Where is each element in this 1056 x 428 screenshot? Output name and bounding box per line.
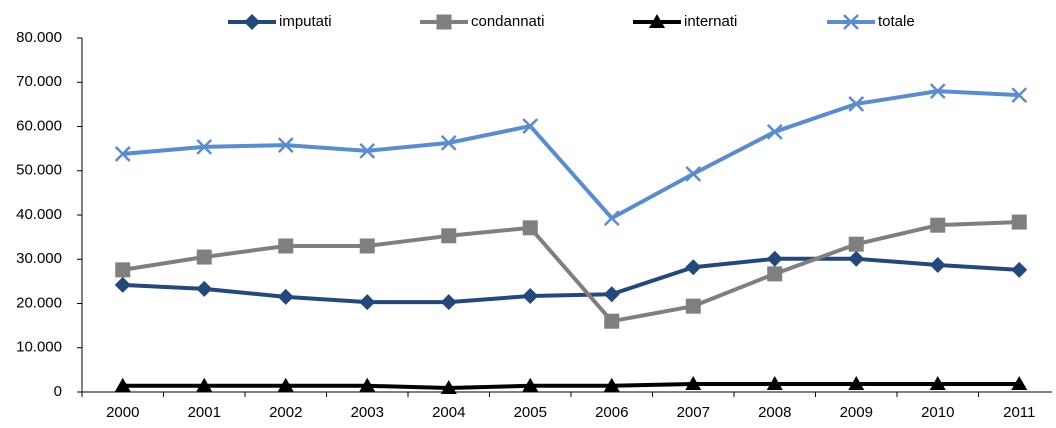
- data-point: [196, 280, 213, 297]
- data-point: [196, 377, 213, 392]
- x-tick-label: 2005: [514, 404, 547, 421]
- data-point: [359, 377, 376, 392]
- y-tick-label: 0: [54, 383, 62, 400]
- data-point: [441, 228, 457, 244]
- data-point: [277, 377, 294, 392]
- data-point: [766, 123, 783, 140]
- data-point: [929, 376, 946, 391]
- data-point: [685, 298, 701, 314]
- data-point: [440, 380, 457, 395]
- data-point: [848, 96, 865, 112]
- y-tick-label: 70.000: [16, 73, 62, 90]
- y-tick-label: 80.000: [16, 29, 62, 46]
- data-point: [115, 262, 131, 278]
- series-line: [122, 382, 1020, 391]
- y-tick-label: 30.000: [16, 250, 62, 267]
- x-tick-label: 2002: [269, 404, 302, 421]
- data-point: [440, 134, 457, 151]
- data-point: [604, 313, 620, 329]
- x-tick-label: 2010: [921, 404, 954, 421]
- data-point: [848, 376, 865, 391]
- legend-marker: [436, 14, 452, 30]
- data-point: [1011, 261, 1028, 278]
- data-point: [685, 376, 702, 391]
- x-tick-label: 2008: [758, 404, 791, 421]
- x-tick-label: 2003: [351, 404, 384, 421]
- data-point: [1011, 376, 1028, 391]
- x-tick-label: 2007: [677, 404, 710, 421]
- data-point: [522, 377, 539, 392]
- data-point: [603, 377, 620, 392]
- data-point: [196, 249, 212, 265]
- y-tick-label: 50.000: [16, 162, 62, 179]
- data-point: [522, 220, 538, 236]
- x-tick-label: 2004: [432, 404, 465, 421]
- legend-marker: [649, 14, 665, 28]
- data-point: [685, 165, 702, 182]
- data-point: [929, 257, 946, 274]
- y-tick-label: 10.000: [16, 339, 62, 356]
- data-point: [930, 217, 946, 233]
- data-point: [114, 377, 131, 392]
- legend-label: condannati: [471, 13, 544, 30]
- y-tick-label: 40.000: [16, 206, 62, 223]
- series-line: [122, 220, 1020, 324]
- legend-marker: [843, 14, 859, 30]
- legend-label: internati: [684, 13, 737, 30]
- data-point: [767, 266, 783, 282]
- legend-label: imputati: [279, 13, 332, 30]
- data-point: [114, 276, 131, 293]
- data-point: [359, 238, 375, 254]
- legend-label: totale: [878, 13, 915, 30]
- data-point: [440, 294, 457, 311]
- data-point: [1011, 214, 1027, 230]
- data-point: [848, 236, 864, 252]
- data-point: [522, 287, 539, 304]
- data-point: [603, 286, 620, 303]
- x-tick-label: 2009: [840, 404, 873, 421]
- data-point: [277, 137, 294, 153]
- data-point: [114, 146, 131, 162]
- x-tick-label: 2001: [188, 404, 221, 421]
- data-point: [522, 118, 539, 134]
- data-point: [1011, 87, 1028, 103]
- series-line: [122, 89, 1020, 221]
- data-point: [277, 288, 294, 305]
- y-tick-label: 60.000: [16, 117, 62, 134]
- data-point: [278, 238, 294, 254]
- data-point: [848, 250, 865, 267]
- legend-marker: [244, 14, 260, 30]
- x-tick-label: 2011: [1003, 404, 1035, 421]
- data-point: [603, 210, 620, 226]
- data-point: [196, 138, 213, 155]
- data-point: [766, 376, 783, 391]
- data-point: [929, 83, 946, 99]
- data-point: [685, 259, 702, 276]
- y-tick-label: 20.000: [16, 294, 62, 311]
- data-point: [359, 142, 376, 159]
- data-point: [359, 294, 376, 311]
- x-tick-label: 2000: [106, 404, 139, 421]
- x-tick-label: 2006: [595, 404, 628, 421]
- series-line: [122, 256, 1020, 305]
- data-point: [766, 250, 783, 267]
